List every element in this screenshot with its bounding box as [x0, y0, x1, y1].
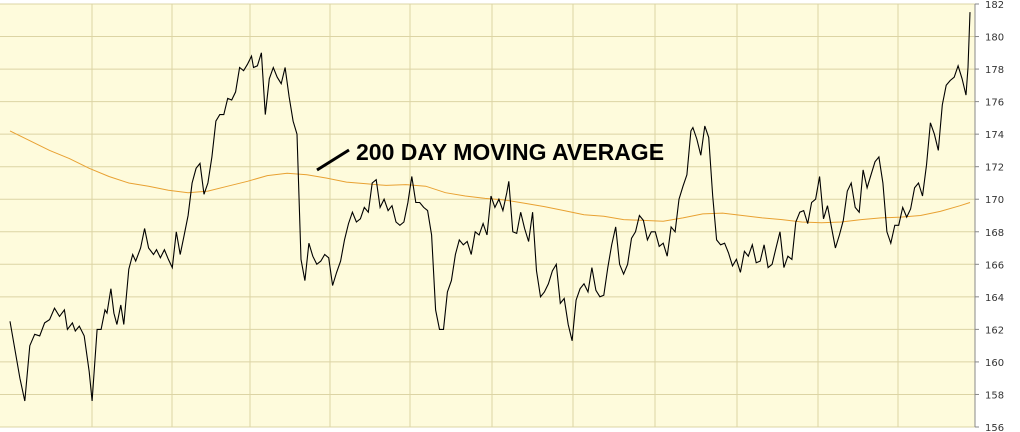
y-tick-label: 160	[985, 358, 1004, 369]
moving-average-line	[9, 130, 971, 224]
y-tick-label: 182	[985, 0, 1004, 11]
y-tick-label: 156	[985, 423, 1004, 432]
y-tick-label: 178	[985, 65, 1004, 76]
y-tick-label: 162	[985, 325, 1004, 336]
y-tick-label: 158	[985, 390, 1004, 401]
y-tick-label: 172	[985, 163, 1004, 174]
y-tick-label: 176	[985, 98, 1004, 109]
y-tick-label: 174	[985, 130, 1004, 141]
y-tick-label: 164	[985, 293, 1004, 304]
y-axis-ticks: 156 158 160 162 164 166 168 170 172 174 176 178 180 1…	[975, 0, 1004, 432]
vertical-gridlines	[91, 4, 899, 427]
plot-area	[0, 4, 975, 427]
y-tick-label: 180	[985, 33, 1004, 44]
y-tick-label: 170	[985, 195, 1004, 206]
horizontal-gridlines	[0, 3, 975, 428]
y-tick-label: 166	[985, 260, 1004, 271]
price-line	[9, 12, 971, 402]
annotation-pointer	[316, 148, 350, 172]
y-tick-label: 168	[985, 228, 1004, 239]
annotation-label: 200 DAY MOVING AVERAGE	[356, 139, 664, 165]
